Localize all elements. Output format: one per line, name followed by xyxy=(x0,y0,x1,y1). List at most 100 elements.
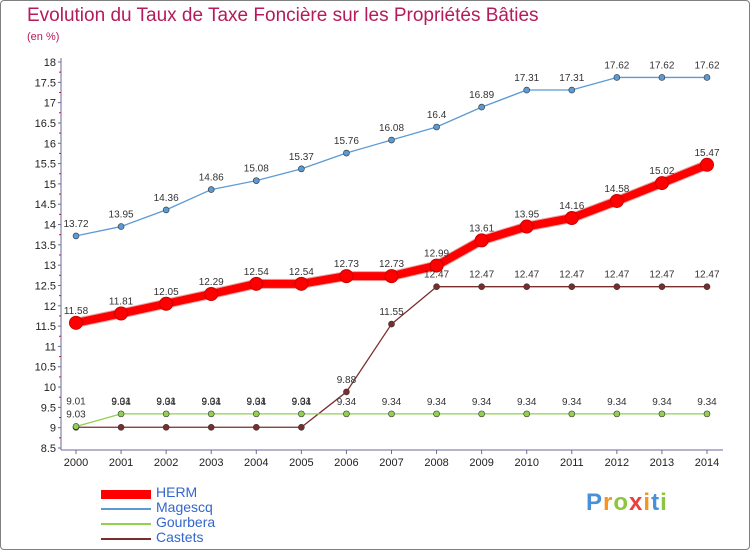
x-tick-label: 2007 xyxy=(379,457,403,469)
data-label-herm: 14.16 xyxy=(559,201,584,212)
data-point-castets xyxy=(658,283,666,290)
data-label-castets: 9.01 xyxy=(247,396,267,407)
data-point-castets xyxy=(252,423,260,431)
data-label-herm: 12.73 xyxy=(334,259,359,270)
data-label-castets: 9.01 xyxy=(66,396,86,407)
data-label-magescq: 13.72 xyxy=(63,219,88,230)
data-label-herm: 12.29 xyxy=(199,277,224,288)
x-tick-label: 2011 xyxy=(560,457,584,469)
x-tick-label: 2009 xyxy=(469,457,493,469)
data-point-gourbera xyxy=(388,410,395,418)
data-label-magescq: 17.62 xyxy=(694,60,719,71)
data-label-herm: 13.61 xyxy=(469,223,494,234)
data-point-magescq xyxy=(433,123,440,131)
data-point-gourbera xyxy=(72,423,80,430)
data-point-gourbera xyxy=(523,410,531,418)
x-tick-label: 2001 xyxy=(109,457,133,469)
data-label-gourbera: 9.34 xyxy=(652,397,672,408)
x-tick-label: 2008 xyxy=(424,457,448,469)
legend-label: Magescq xyxy=(156,499,213,515)
data-label-magescq: 14.86 xyxy=(199,173,224,184)
logo-letter: t xyxy=(651,489,661,516)
data-point-herm xyxy=(654,176,669,191)
data-label-herm: 12.54 xyxy=(289,267,314,278)
y-tick-label: 10.5 xyxy=(35,362,56,374)
data-point-magescq xyxy=(658,74,666,81)
data-label-castets: 9.01 xyxy=(111,396,131,407)
data-label-herm: 15.02 xyxy=(649,166,674,177)
data-point-herm xyxy=(204,287,219,302)
data-label-gourbera: 9.34 xyxy=(697,397,717,408)
data-point-gourbera xyxy=(433,410,440,418)
x-tick-label: 2012 xyxy=(605,457,629,469)
data-point-gourbera xyxy=(298,410,305,418)
proxiti-logo: Proxiti xyxy=(586,489,668,517)
logo-letter: i xyxy=(660,489,668,516)
data-label-gourbera: 9.34 xyxy=(562,397,582,408)
data-point-castets xyxy=(207,423,215,431)
legend-label: HERM xyxy=(156,484,198,500)
data-point-magescq xyxy=(162,206,170,214)
y-tick-label: 14 xyxy=(44,220,56,232)
data-point-herm xyxy=(69,315,83,330)
data-label-magescq: 17.62 xyxy=(604,60,629,71)
data-point-magescq xyxy=(343,149,350,157)
data-label-herm: 12.73 xyxy=(379,259,404,270)
data-label-herm: 12.99 xyxy=(424,249,449,260)
legend-swatch xyxy=(101,523,151,525)
data-label-castets: 12.47 xyxy=(559,270,584,281)
data-point-magescq xyxy=(72,232,80,240)
data-label-magescq: 16.08 xyxy=(379,123,404,134)
data-point-gourbera xyxy=(343,410,350,418)
data-label-magescq: 17.31 xyxy=(559,73,584,84)
data-label-magescq: 14.36 xyxy=(154,193,179,204)
y-tick-label: 13.5 xyxy=(35,240,56,252)
y-tick-label: 9.5 xyxy=(41,402,56,414)
data-label-herm: 12.05 xyxy=(154,287,179,298)
data-point-castets xyxy=(433,283,440,290)
data-point-herm xyxy=(114,306,129,321)
data-point-magescq xyxy=(523,86,531,94)
data-label-magescq: 15.76 xyxy=(334,136,359,147)
x-tick-label: 2004 xyxy=(244,457,268,469)
data-label-herm: 14.58 xyxy=(604,184,629,195)
data-label-herm: 12.54 xyxy=(244,267,269,278)
y-tick-label: 15.5 xyxy=(35,159,56,171)
logo-letter: o xyxy=(613,489,630,516)
data-label-gourbera: 9.34 xyxy=(427,397,447,408)
data-point-herm xyxy=(249,276,264,291)
y-tick-label: 17.5 xyxy=(35,77,56,89)
data-point-herm xyxy=(519,219,534,234)
data-label-castets: 12.47 xyxy=(424,270,449,281)
data-point-castets xyxy=(613,283,621,290)
x-tick-label: 2002 xyxy=(154,457,178,469)
data-label-castets: 12.47 xyxy=(604,270,629,281)
data-point-castets xyxy=(568,283,576,290)
data-label-herm: 13.95 xyxy=(514,210,539,221)
data-label-magescq: 16.4 xyxy=(427,110,447,121)
data-label-castets: 9.01 xyxy=(201,396,221,407)
data-point-herm xyxy=(339,269,354,284)
data-point-castets xyxy=(162,423,170,431)
data-label-magescq: 17.31 xyxy=(514,73,539,84)
y-tick-label: 11.5 xyxy=(35,321,56,333)
x-tick-label: 2010 xyxy=(514,457,538,469)
data-label-castets: 9.01 xyxy=(292,396,312,407)
data-point-magescq xyxy=(117,223,125,230)
data-point-herm xyxy=(294,276,309,291)
data-point-magescq xyxy=(388,136,395,144)
logo-letter: x xyxy=(629,489,644,516)
series-line-magescq xyxy=(75,76,707,237)
data-label-gourbera: 9.34 xyxy=(337,397,357,408)
data-point-castets xyxy=(298,423,305,431)
x-tick-label: 2005 xyxy=(289,457,313,469)
data-label-gourbera: 9.34 xyxy=(111,397,131,408)
y-tick-label: 9 xyxy=(50,423,56,435)
data-label-castets: 12.47 xyxy=(649,270,674,281)
y-tick-label: 12.5 xyxy=(35,280,56,292)
data-label-gourbera: 9.34 xyxy=(247,397,267,408)
data-label-magescq: 17.62 xyxy=(649,60,674,71)
x-tick-label: 2014 xyxy=(695,457,719,469)
data-point-gourbera xyxy=(207,410,215,418)
data-point-castets xyxy=(523,283,531,290)
